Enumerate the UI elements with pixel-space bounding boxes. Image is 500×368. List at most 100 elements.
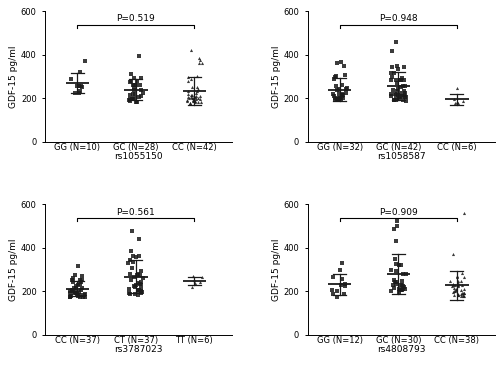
Point (188, 94, 196, 100)
Point (139, 90, 147, 96)
Point (340, 63, 348, 69)
Point (395, 286, 403, 292)
Point (450, 292, 458, 298)
Point (136, 94, 143, 100)
Point (400, 64, 408, 70)
Point (130, 95, 138, 101)
Point (130, 85, 138, 91)
Point (456, 278, 464, 284)
Point (394, 66, 402, 72)
Point (198, 60, 205, 66)
Point (330, 77, 338, 82)
Point (453, 274, 461, 280)
Point (396, 84, 404, 90)
Point (126, 79, 134, 85)
Point (139, 275, 147, 280)
Point (337, 59, 345, 65)
Point (392, 92, 400, 98)
Point (190, 97, 198, 103)
Point (452, 85, 460, 91)
Text: P=0.561: P=0.561 (116, 208, 155, 217)
Point (74, 282, 82, 287)
Point (183, 98, 191, 104)
Point (132, 91, 140, 97)
Point (78, 84, 86, 90)
Point (133, 272, 141, 278)
Point (76, 292, 84, 298)
Point (342, 86, 350, 92)
Point (126, 98, 134, 104)
Point (454, 99, 462, 105)
Point (400, 284, 407, 290)
Point (68, 288, 76, 294)
Point (184, 74, 192, 80)
Point (74, 263, 82, 269)
Point (448, 251, 456, 257)
Point (336, 266, 344, 272)
Point (394, 86, 402, 92)
Point (454, 280, 462, 286)
Point (190, 98, 198, 104)
Point (454, 292, 462, 298)
Point (75, 90, 83, 96)
Point (184, 98, 192, 103)
Point (393, 79, 401, 85)
Point (132, 282, 140, 287)
Point (136, 82, 144, 88)
Point (392, 261, 400, 267)
Text: P=0.519: P=0.519 (116, 14, 155, 24)
Point (124, 97, 132, 103)
Point (134, 271, 142, 277)
Point (68, 76, 76, 82)
Point (76, 294, 84, 300)
Point (70, 290, 78, 296)
Point (401, 94, 409, 100)
Point (460, 290, 468, 296)
Point (333, 289, 341, 294)
X-axis label: rs1055150: rs1055150 (114, 152, 163, 161)
Point (387, 91, 395, 97)
Point (128, 265, 136, 271)
Point (195, 54, 203, 60)
Point (458, 98, 466, 104)
Point (77, 83, 85, 89)
Point (192, 96, 200, 102)
Point (393, 63, 401, 68)
Point (126, 96, 134, 102)
Point (193, 73, 201, 79)
Point (66, 294, 74, 300)
Point (130, 283, 138, 289)
Point (136, 281, 143, 287)
X-axis label: rs3787023: rs3787023 (114, 345, 163, 354)
Point (388, 77, 396, 83)
Point (331, 74, 339, 80)
Point (392, 268, 400, 273)
Point (332, 60, 340, 66)
Point (78, 273, 86, 279)
Point (72, 283, 80, 289)
Point (134, 280, 142, 286)
Point (76, 88, 84, 94)
Point (138, 75, 145, 81)
Point (397, 287, 405, 293)
Point (340, 72, 348, 78)
Point (138, 289, 146, 295)
Point (68, 287, 76, 293)
Point (187, 77, 195, 82)
Point (196, 279, 204, 285)
Y-axis label: GDF-15 pg/ml: GDF-15 pg/ml (9, 45, 18, 107)
Point (80, 293, 88, 298)
Point (334, 96, 342, 102)
Point (129, 82, 137, 88)
Y-axis label: GDF-15 pg/ml: GDF-15 pg/ml (272, 238, 280, 301)
Point (393, 223, 401, 229)
Point (396, 90, 404, 96)
Point (454, 278, 462, 284)
Point (73, 290, 81, 296)
Point (128, 96, 136, 102)
Point (400, 98, 407, 103)
Point (334, 86, 342, 92)
Point (392, 279, 400, 285)
Point (127, 71, 135, 77)
Point (454, 100, 462, 106)
